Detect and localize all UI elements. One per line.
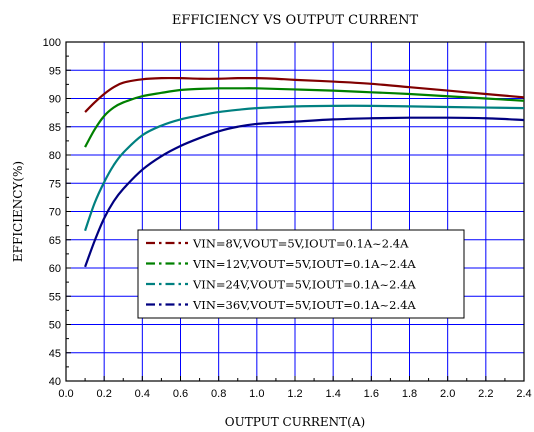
x-tick-label: 1.0 [249,388,264,400]
y-axis-tick-labels: 40 45 50 55 60 65 70 75 80 85 90 95 100 [43,37,61,388]
x-tick-label: 2.0 [440,388,455,400]
legend-label: VIN=12V,VOUT=5V,IOUT=0.1A~2.4A [192,257,416,271]
series-line-4 [84,116,525,268]
y-tick-label: 90 [49,94,61,106]
y-tick-label: 80 [49,150,61,162]
y-tick-label: 40 [49,376,61,388]
legend-item: VIN=36V,VOUT=5V,IOUT=0.1A~2.4A [146,298,416,312]
y-tick-label: 70 [49,207,61,219]
x-tick-label: 0.4 [135,388,150,400]
series-line-3 [84,104,525,232]
y-tick-label: 55 [49,291,61,303]
x-tick-label: 0.6 [173,388,188,400]
legend-label: VIN=36V,VOUT=5V,IOUT=0.1A~2.4A [192,298,416,312]
y-tick-label: 50 [49,320,61,332]
legend-label: VIN=24V,VOUT=5V,IOUT=0.1A~2.4A [192,278,416,292]
series-lines [84,76,525,268]
x-tick-label: 0.2 [97,388,112,400]
legend: VIN=8V,VOUT=5V,IOUT=0.1A~2.4A VIN=12V,VOU… [137,229,465,319]
y-tick-label: 85 [49,122,61,134]
axis-ticks [65,41,525,382]
x-tick-label: 2.4 [516,388,531,400]
x-tick-label: 0.8 [211,388,226,400]
x-axis-label: OUTPUT CURRENT(A) [225,415,365,429]
grid [65,41,525,382]
x-axis-tick-labels: 0.0 0.2 0.4 0.6 0.8 1.0 1.2 1.4 1.6 1.8 2.0 2.2 2.4 [58,388,531,400]
x-tick-label: 0.0 [58,388,73,400]
x-tick-label: 1.6 [364,388,379,400]
y-tick-label: 60 [49,263,61,275]
x-tick-label: 1.2 [287,388,302,400]
y-tick-label: 95 [49,65,61,77]
legend-item: VIN=24V,VOUT=5V,IOUT=0.1A~2.4A [146,278,416,292]
x-tick-label: 1.8 [402,388,417,400]
chart-title: EFFICIENCY VS OUTPUT CURRENT [172,13,419,28]
legend-label: VIN=8V,VOUT=5V,IOUT=0.1A~2.4A [192,237,409,251]
legend-item: VIN=8V,VOUT=5V,IOUT=0.1A~2.4A [146,237,409,251]
y-tick-label: 75 [49,178,61,190]
y-tick-label: 100 [43,37,61,49]
legend-item: VIN=12V,VOUT=5V,IOUT=0.1A~2.4A [146,257,416,271]
x-tick-label: 2.2 [478,388,493,400]
series-line-2 [84,87,525,148]
y-tick-label: 65 [49,235,61,247]
series-line-1 [84,76,525,113]
y-axis-label: EFFICIENCY(%) [11,161,25,262]
legend-box [137,229,465,319]
x-tick-label: 1.4 [326,388,341,400]
y-tick-label: 45 [49,348,61,360]
